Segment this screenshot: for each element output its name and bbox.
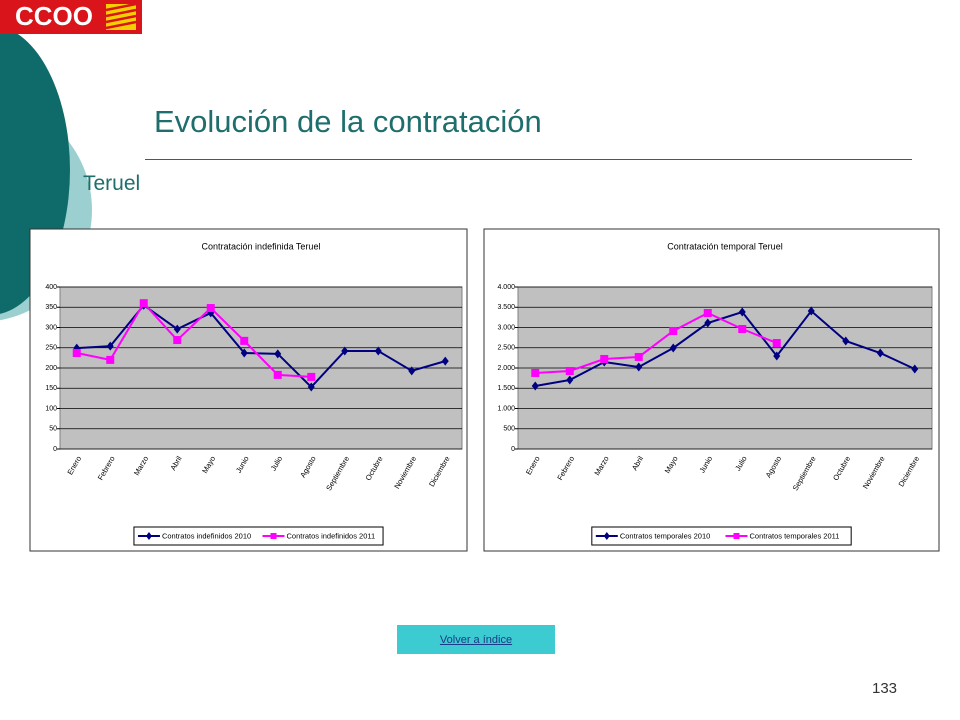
- marker: [738, 324, 747, 333]
- marker: [772, 339, 781, 348]
- slide-title: Evolución de la contratación: [154, 104, 542, 139]
- legend-marker: [270, 533, 277, 539]
- series-line: [535, 311, 778, 374]
- logo-text: CCOO: [15, 1, 93, 31]
- marker: [842, 336, 850, 346]
- y-tick-label: 400: [45, 284, 57, 291]
- marker: [911, 364, 919, 374]
- y-tick-label: 50: [49, 426, 57, 433]
- marker: [669, 326, 678, 335]
- marker: [669, 343, 677, 353]
- title-rule: [145, 159, 912, 160]
- marker: [139, 299, 148, 308]
- marker: [635, 362, 643, 372]
- marker: [374, 346, 382, 356]
- marker: [307, 382, 315, 392]
- y-tick-label: 3.500: [497, 304, 515, 311]
- y-tick-label: 200: [45, 365, 57, 372]
- y-tick-label: 0: [511, 446, 515, 453]
- marker: [565, 366, 574, 375]
- legend-label: Contratos temporales 2010: [620, 531, 710, 540]
- back-link[interactable]: Volver a índice: [439, 633, 513, 646]
- marker: [531, 381, 539, 391]
- marker: [600, 355, 609, 364]
- logo-stripes: [105, 2, 137, 30]
- marker: [531, 368, 540, 377]
- series-line: [535, 309, 916, 387]
- marker: [273, 370, 282, 379]
- page-number: 133: [872, 680, 898, 697]
- legend-label: Contratos indefinidos 2010: [162, 531, 251, 540]
- y-tick-label: 0: [53, 446, 57, 453]
- marker: [106, 355, 115, 364]
- marker: [704, 318, 712, 328]
- y-tick-label: 500: [503, 426, 515, 433]
- marker: [738, 307, 746, 317]
- y-tick-label: 2.500: [497, 345, 515, 352]
- chart-title: Contratación temporal Teruel: [667, 241, 782, 251]
- y-tick-label: 100: [45, 405, 57, 412]
- marker: [72, 349, 81, 358]
- marker: [307, 372, 316, 381]
- y-tick-label: 1.500: [497, 385, 515, 392]
- marker: [441, 356, 449, 366]
- legend-box: [591, 526, 852, 546]
- marker: [807, 306, 815, 316]
- marker: [173, 336, 182, 345]
- slide-subtitle: Teruel: [83, 172, 141, 195]
- marker: [173, 324, 181, 334]
- marker: [240, 348, 248, 358]
- marker: [106, 341, 114, 351]
- chart-title: Contratación indefinida Teruel: [202, 241, 321, 251]
- marker: [274, 349, 282, 359]
- y-tick-label: 2.000: [497, 365, 515, 372]
- marker: [341, 346, 349, 356]
- legend-marker: [733, 533, 740, 539]
- series-line: [76, 301, 312, 378]
- marker: [566, 375, 574, 385]
- legend-label: Contratos indefinidos 2011: [287, 531, 376, 540]
- legend-marker: [603, 532, 610, 540]
- marker: [206, 304, 215, 313]
- y-tick-label: 150: [45, 385, 57, 392]
- y-tick-label: 350: [45, 304, 57, 311]
- y-tick-label: 4.000: [497, 284, 515, 291]
- marker: [634, 352, 643, 361]
- legend-marker: [145, 532, 152, 540]
- legend-label: Contratos temporales 2011: [750, 531, 840, 540]
- marker: [876, 348, 884, 358]
- y-tick-label: 1.000: [497, 405, 515, 412]
- legend-box: [133, 526, 384, 546]
- marker: [773, 351, 781, 361]
- y-tick-label: 250: [45, 345, 57, 352]
- marker: [703, 309, 712, 318]
- back-button[interactable]: Volver a índice: [397, 625, 555, 654]
- y-tick-label: 300: [45, 324, 57, 331]
- y-tick-label: 3.000: [497, 324, 515, 331]
- marker: [240, 336, 249, 345]
- marker: [408, 366, 416, 376]
